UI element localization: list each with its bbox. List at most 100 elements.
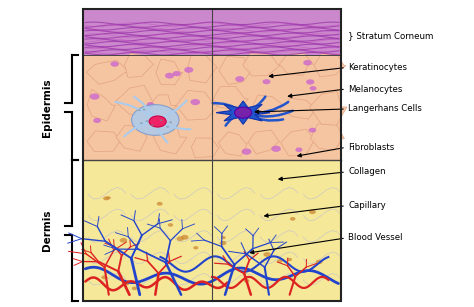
Circle shape xyxy=(290,217,295,221)
Polygon shape xyxy=(87,89,116,121)
Circle shape xyxy=(110,61,119,67)
Polygon shape xyxy=(260,188,298,199)
Circle shape xyxy=(193,246,199,250)
Polygon shape xyxy=(174,209,212,220)
Polygon shape xyxy=(174,252,212,263)
Circle shape xyxy=(310,86,317,91)
Polygon shape xyxy=(191,138,219,157)
Polygon shape xyxy=(87,131,121,151)
Polygon shape xyxy=(219,56,252,84)
Circle shape xyxy=(149,116,166,127)
Polygon shape xyxy=(260,209,298,220)
Circle shape xyxy=(263,79,271,84)
Circle shape xyxy=(106,196,111,200)
Polygon shape xyxy=(260,252,298,263)
Polygon shape xyxy=(217,209,255,220)
Circle shape xyxy=(306,79,314,85)
Circle shape xyxy=(103,196,109,200)
Circle shape xyxy=(151,124,154,126)
Bar xyxy=(83,9,341,301)
Polygon shape xyxy=(303,209,341,220)
Polygon shape xyxy=(217,252,255,263)
Text: Keratinocytes: Keratinocytes xyxy=(348,63,407,72)
Polygon shape xyxy=(314,54,346,77)
Polygon shape xyxy=(310,91,347,125)
Circle shape xyxy=(219,241,227,245)
Polygon shape xyxy=(131,188,169,199)
Polygon shape xyxy=(156,59,182,85)
Circle shape xyxy=(235,107,252,118)
Circle shape xyxy=(168,223,173,227)
Circle shape xyxy=(165,73,174,79)
Polygon shape xyxy=(88,209,126,220)
Circle shape xyxy=(264,252,271,257)
Polygon shape xyxy=(176,91,219,120)
Polygon shape xyxy=(260,231,298,242)
Text: Melanocytes: Melanocytes xyxy=(348,84,403,94)
Polygon shape xyxy=(253,95,283,115)
Circle shape xyxy=(316,260,323,264)
Polygon shape xyxy=(174,274,212,285)
Polygon shape xyxy=(219,132,247,156)
Polygon shape xyxy=(217,274,255,285)
Circle shape xyxy=(309,128,316,133)
Bar xyxy=(83,9,341,55)
Polygon shape xyxy=(248,130,280,154)
Circle shape xyxy=(242,149,251,155)
Text: Fibroblasts: Fibroblasts xyxy=(348,143,395,152)
Polygon shape xyxy=(243,52,281,76)
Circle shape xyxy=(122,281,129,286)
Text: } Stratum Corneum: } Stratum Corneum xyxy=(348,31,434,40)
Circle shape xyxy=(177,236,184,241)
Circle shape xyxy=(146,120,148,122)
Text: Dermis: Dermis xyxy=(42,209,53,251)
Polygon shape xyxy=(174,231,212,242)
Polygon shape xyxy=(216,101,270,124)
Polygon shape xyxy=(149,95,176,116)
Polygon shape xyxy=(310,122,345,150)
Circle shape xyxy=(138,109,141,111)
Circle shape xyxy=(146,102,155,107)
Text: Epidermis: Epidermis xyxy=(42,78,53,137)
Polygon shape xyxy=(174,188,212,199)
Polygon shape xyxy=(217,231,255,242)
Circle shape xyxy=(303,60,312,65)
Bar xyxy=(83,160,341,301)
Polygon shape xyxy=(88,252,126,263)
Polygon shape xyxy=(154,122,187,154)
Circle shape xyxy=(221,236,226,239)
Circle shape xyxy=(153,115,160,121)
Text: Langerhans Cells: Langerhans Cells xyxy=(348,104,422,114)
Circle shape xyxy=(271,146,281,152)
Circle shape xyxy=(309,210,316,214)
Circle shape xyxy=(157,202,163,206)
Polygon shape xyxy=(125,53,154,77)
Polygon shape xyxy=(281,129,317,156)
Text: Blood Vessel: Blood Vessel xyxy=(348,233,403,243)
Polygon shape xyxy=(131,209,169,220)
Circle shape xyxy=(160,119,163,121)
Polygon shape xyxy=(303,252,341,263)
Circle shape xyxy=(181,235,189,240)
Circle shape xyxy=(277,259,283,263)
Polygon shape xyxy=(116,125,147,151)
Polygon shape xyxy=(131,252,169,263)
Polygon shape xyxy=(279,53,313,75)
Circle shape xyxy=(140,122,143,124)
Polygon shape xyxy=(213,87,249,110)
Circle shape xyxy=(173,71,181,76)
Text: Capillary: Capillary xyxy=(348,201,386,210)
Circle shape xyxy=(169,121,172,123)
Polygon shape xyxy=(88,274,126,285)
Polygon shape xyxy=(260,274,298,285)
Circle shape xyxy=(93,118,101,123)
Circle shape xyxy=(166,126,169,128)
Circle shape xyxy=(191,99,200,105)
Circle shape xyxy=(90,93,100,100)
Text: Collagen: Collagen xyxy=(348,167,386,177)
Circle shape xyxy=(295,147,302,152)
Polygon shape xyxy=(131,274,169,285)
Circle shape xyxy=(143,109,146,111)
Polygon shape xyxy=(303,188,341,199)
Circle shape xyxy=(120,238,127,243)
